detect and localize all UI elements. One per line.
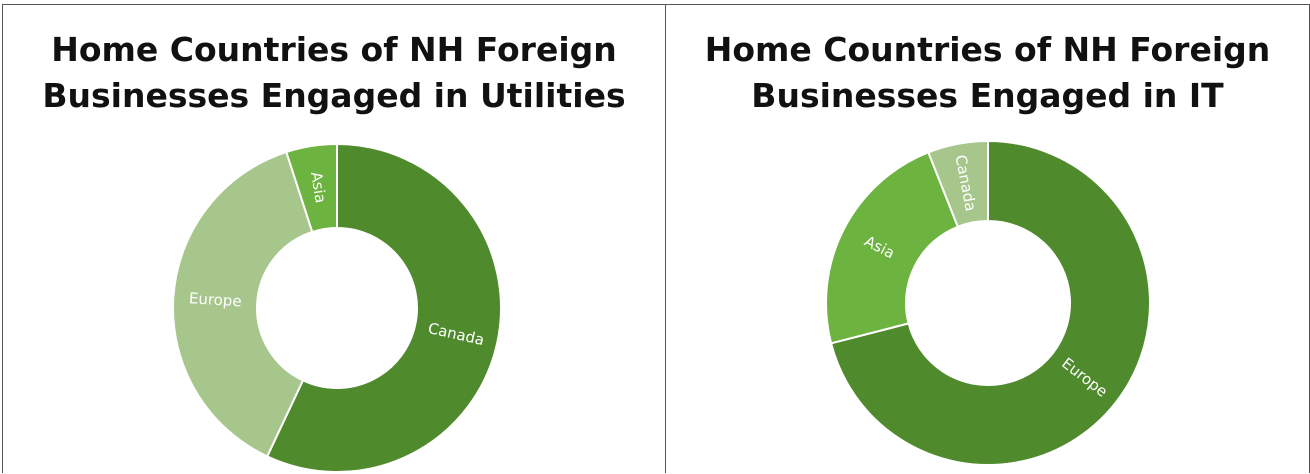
donut-segment (265, 142, 502, 473)
chart-title: Home Countries of NH Foreign Businesses … (42, 30, 626, 115)
chart-panel: Home Countries of NH Foreign Businesses … (2, 4, 666, 473)
donut-segment (927, 139, 989, 229)
segment-label: Europe (188, 289, 242, 310)
donut-segment (172, 150, 314, 458)
chart-panel: Home Countries of NH Foreign Businesses … (665, 4, 1310, 473)
donut-segment (829, 139, 1151, 466)
chart-title: Home Countries of NH Foreign Businesses … (704, 30, 1271, 115)
donut-segment (285, 142, 338, 234)
donut-segment (825, 151, 960, 345)
segment-label: Asia (307, 170, 330, 204)
